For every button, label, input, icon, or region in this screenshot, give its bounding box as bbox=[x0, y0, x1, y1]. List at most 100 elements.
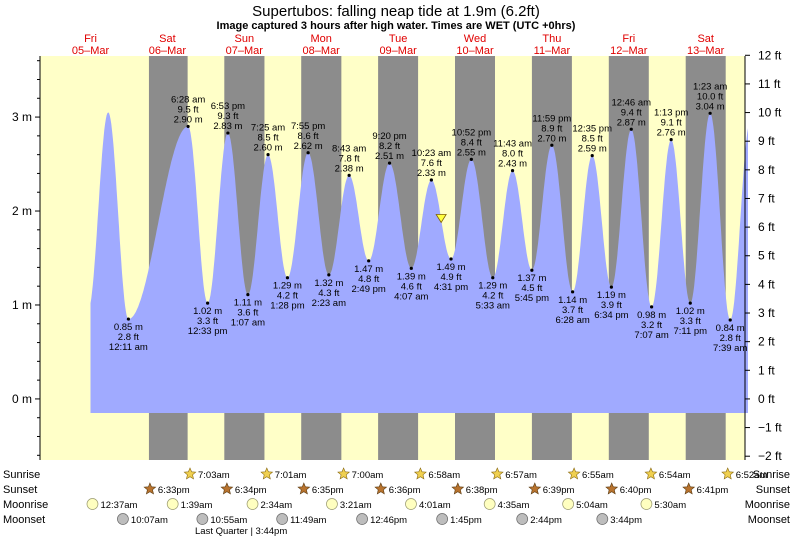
extreme-height-ft-label: 3.3 ft bbox=[197, 316, 218, 327]
sunset-time: 6:35pm bbox=[312, 485, 344, 496]
sunset-icon bbox=[451, 482, 465, 495]
sunset-icon bbox=[143, 482, 157, 495]
extreme-time-label: 6:53 pm bbox=[211, 101, 245, 112]
extreme-height-ft-label: 8.9 ft bbox=[541, 123, 562, 134]
high-tide-point bbox=[669, 138, 673, 142]
extreme-time-label: 5:33 am bbox=[476, 301, 510, 312]
extreme-height-ft-label: 9.5 ft bbox=[178, 104, 199, 115]
high-tide-point bbox=[469, 157, 473, 161]
high-tide-point bbox=[387, 161, 392, 165]
left-tick-label: 2 m bbox=[12, 204, 32, 218]
day-date-label: 05–Mar bbox=[72, 45, 110, 57]
sunset-icon bbox=[682, 482, 696, 495]
extreme-height-ft-label: 3.6 ft bbox=[237, 308, 258, 319]
extreme-height-ft-label: 3.2 ft bbox=[641, 320, 662, 331]
extreme-height-m-label: 1.39 m bbox=[397, 271, 426, 282]
low-tide-point bbox=[530, 268, 534, 272]
right-tick-label: 2 ft bbox=[758, 335, 775, 349]
moonrise-icon bbox=[405, 498, 417, 510]
left-tick-label: 0 m bbox=[12, 392, 32, 406]
extreme-height-ft-label: 3.3 ft bbox=[680, 316, 701, 327]
high-tide-point bbox=[429, 178, 433, 182]
extreme-height-ft-label: 8.0 ft bbox=[502, 149, 523, 160]
tide-area bbox=[90, 112, 748, 414]
extreme-height-m-label: 2.90 m bbox=[174, 114, 203, 125]
moonrise-icon bbox=[166, 498, 179, 510]
extreme-time-label: 7:25 am bbox=[251, 123, 285, 134]
extreme-height-ft-label: 7.8 ft bbox=[339, 153, 360, 164]
extreme-time-label: 1:13 pm bbox=[654, 108, 688, 119]
extreme-height-m-label: 1.19 m bbox=[597, 290, 626, 301]
day-name-label: Mon bbox=[310, 33, 331, 45]
high-tide-point bbox=[347, 173, 351, 177]
sunrise-time: 7:03am bbox=[198, 470, 230, 481]
day-date-label: 10–Mar bbox=[456, 45, 494, 57]
extreme-height-m-label: 1.32 m bbox=[314, 278, 343, 289]
right-tick-label: 6 ft bbox=[758, 220, 775, 234]
extreme-height-ft-label: 8.2 ft bbox=[379, 141, 400, 152]
extreme-height-m-label: 2.51 m bbox=[375, 151, 404, 162]
right-tick-label: 9 ft bbox=[758, 134, 775, 148]
extreme-height-m-label: 1.14 m bbox=[558, 295, 587, 306]
extreme-time-label: 12:46 am bbox=[611, 97, 651, 108]
moon-phase-label: Last Quarter | 3:44pm bbox=[195, 526, 287, 537]
moonrise-icon bbox=[86, 498, 99, 510]
extreme-time-label: 10:52 pm bbox=[452, 127, 492, 138]
moonset-time: 11:49am bbox=[290, 515, 326, 526]
sunrise-time: 7:00am bbox=[352, 470, 384, 481]
sunrise-icon bbox=[644, 467, 658, 480]
day-name-label: Sun bbox=[235, 33, 255, 45]
extreme-height-m-label: 2.55 m bbox=[457, 147, 486, 158]
moonrise-time: 5:04am bbox=[576, 500, 608, 511]
extreme-height-m-label: 1.02 m bbox=[676, 306, 705, 317]
day-date-label: 08–Mar bbox=[303, 45, 341, 57]
extreme-height-ft-label: 8.4 ft bbox=[461, 137, 482, 148]
moonset-time: 2:44pm bbox=[530, 515, 562, 526]
sunrise-icon bbox=[337, 467, 351, 480]
day-name-label: Tue bbox=[389, 33, 408, 45]
extreme-time-label: 1:07 am bbox=[231, 318, 265, 329]
low-tide-point bbox=[609, 285, 613, 289]
extreme-height-m-label: 1.37 m bbox=[517, 273, 546, 284]
low-tide-point bbox=[206, 301, 210, 305]
extreme-time-label: 7:55 pm bbox=[291, 121, 325, 132]
sunrise-icon bbox=[413, 467, 427, 480]
extreme-height-ft-label: 2.8 ft bbox=[720, 333, 741, 344]
right-tick-label: 1 ft bbox=[758, 363, 775, 377]
moonrise-time: 4:01am bbox=[419, 500, 451, 511]
high-tide-point bbox=[550, 143, 554, 147]
high-tide-point bbox=[510, 169, 515, 173]
day-date-label: 13–Mar bbox=[687, 45, 725, 57]
extreme-time-label: 6:28 am bbox=[555, 315, 589, 326]
moonrise-icon bbox=[562, 498, 574, 510]
low-tide-point bbox=[571, 290, 575, 294]
right-tick-label: −2 ft bbox=[758, 449, 782, 463]
sunrise-icon bbox=[260, 467, 274, 480]
high-tide-point bbox=[590, 153, 594, 158]
extreme-time-label: 8:43 am bbox=[332, 143, 366, 154]
moonrise-time: 4:35am bbox=[498, 500, 530, 511]
current-tide-marker bbox=[435, 214, 447, 224]
right-tick-label: 10 ft bbox=[758, 106, 782, 120]
sunrise-time: 6:52am bbox=[736, 470, 768, 481]
moonset-time: 10:07am bbox=[131, 515, 168, 526]
chart-subtitle: Image captured 3 hours after high water.… bbox=[217, 20, 576, 32]
extreme-height-ft-label: 10.0 ft bbox=[697, 91, 724, 102]
astro-row-label-right: Moonset bbox=[748, 514, 790, 526]
low-tide-point bbox=[126, 317, 130, 321]
extreme-height-ft-label: 4.3 ft bbox=[318, 288, 339, 299]
extreme-height-ft-label: 2.8 ft bbox=[118, 332, 139, 343]
right-tick-label: 12 ft bbox=[758, 48, 782, 62]
sunset-icon bbox=[220, 482, 234, 495]
extreme-height-ft-label: 4.9 ft bbox=[440, 272, 461, 283]
astro-table: Sunrise Sunrise Sunset Sunset Moonrise Moonri… bbox=[3, 467, 790, 537]
extreme-time-label: 4:31 pm bbox=[434, 282, 468, 293]
extreme-height-ft-label: 8.5 ft bbox=[257, 133, 278, 144]
extreme-height-m-label: 1.29 m bbox=[478, 281, 507, 292]
high-tide-point bbox=[629, 127, 633, 131]
high-tide-point bbox=[266, 153, 270, 157]
extreme-height-m-label: 2.70 m bbox=[537, 133, 566, 144]
extreme-height-ft-label: 3.9 ft bbox=[601, 300, 622, 311]
sunset-time: 6:38pm bbox=[466, 485, 498, 496]
astro-row-label-right: Moonrise bbox=[745, 499, 790, 511]
